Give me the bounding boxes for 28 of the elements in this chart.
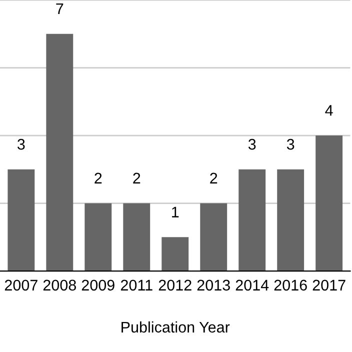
- bar: [46, 34, 74, 272]
- bar: [123, 203, 150, 272]
- x-tick-label: 2012: [158, 280, 192, 291]
- bar: [277, 169, 304, 272]
- x-tick-label: 2016: [274, 280, 307, 291]
- x-tick-label: 2017: [312, 280, 346, 291]
- data-label: 2: [210, 172, 218, 184]
- x-tick-label: 2009: [82, 280, 114, 291]
- data-label: 3: [248, 138, 256, 150]
- bar: [200, 203, 228, 272]
- data-label: 1: [172, 206, 179, 218]
- x-tick-label: 2011: [120, 280, 152, 291]
- bar: [162, 237, 189, 272]
- bar: [238, 169, 266, 272]
- bar: [316, 136, 343, 272]
- bar: [84, 203, 112, 272]
- data-label: 2: [133, 172, 140, 184]
- data-label: 2: [94, 172, 102, 184]
- x-tick-label: 2007: [4, 280, 38, 291]
- x-axis-title: Publication Year: [122, 321, 230, 333]
- data-label: 4: [325, 105, 333, 116]
- data-label: 7: [56, 4, 64, 14]
- data-label: 3: [286, 138, 294, 150]
- x-tick-label: 2013: [197, 280, 230, 291]
- data-label: 3: [18, 138, 25, 150]
- bar: [8, 169, 35, 272]
- x-tick-label: 2014: [236, 280, 269, 291]
- x-tick-label: 2008: [43, 280, 76, 291]
